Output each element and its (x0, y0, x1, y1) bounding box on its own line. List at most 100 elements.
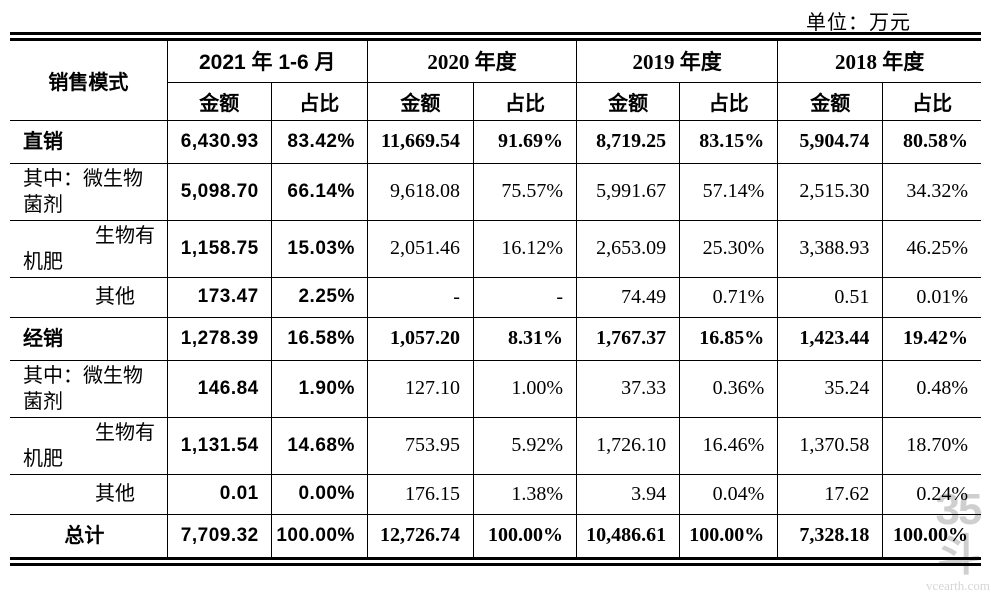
amount-cell: 0.51 (777, 276, 884, 318)
share-cell: 0.24% (882, 473, 981, 515)
share-cell: 46.25% (882, 219, 981, 278)
table-row-bio-organic-fertilizer: 生物有机肥 1,131.54 14.68% 753.95 5.92% 1,726… (10, 416, 981, 475)
amount-cell: 6,430.93 (166, 119, 272, 164)
sales-mode-table: 销售模式 2021 年 1-6 月 2020 年度 2019 年度 2018 年… (10, 32, 981, 566)
amount-cell: 2,653.09 (576, 219, 681, 278)
amount-cell: 1,726.10 (576, 416, 681, 475)
amount-cell: 11,669.54 (366, 119, 474, 164)
share-cell: 91.69% (472, 119, 578, 164)
amount-cell: 3,388.93 (777, 219, 884, 278)
amount-cell: 35.24 (777, 359, 884, 418)
share-cell: 100.00% (472, 513, 578, 557)
share-cell: 16.12% (472, 219, 578, 278)
amount-cell: - (366, 276, 474, 318)
table-row-direct-sales: 直销 6,430.93 83.42% 11,669.54 91.69% 8,71… (10, 119, 981, 164)
column-group-2021: 2021 年 1-6 月 (166, 41, 368, 83)
share-cell: 100.00% (270, 513, 368, 557)
table-header-row-years: 销售模式 2021 年 1-6 月 2020 年度 2019 年度 2018 年… (10, 41, 981, 121)
amount-cell: 173.47 (166, 276, 272, 318)
amount-cell: 1,767.37 (576, 316, 681, 361)
share-cell: 100.00% (882, 513, 981, 557)
share-cell: 18.70% (882, 416, 981, 475)
table-row-microbial-agent: 其中：微生物菌剂 5,098.70 66.14% 9,618.08 75.57%… (10, 162, 981, 221)
share-cell: 83.42% (270, 119, 368, 164)
amount-cell: 1,370.58 (777, 416, 884, 475)
amount-cell: 37.33 (576, 359, 681, 418)
table-row-other: 其他 0.01 0.00% 176.15 1.38% 3.94 0.04% 17… (10, 473, 981, 515)
amount-cell: 127.10 (366, 359, 474, 418)
amount-cell: 753.95 (366, 416, 474, 475)
amount-cell: 176.15 (366, 473, 474, 515)
table-row-total: 总计 7,709.32 100.00% 12,726.74 100.00% 10… (10, 513, 981, 557)
share-cell: 14.68% (270, 416, 368, 475)
amount-cell: 17.62 (777, 473, 884, 515)
share-cell: 0.48% (882, 359, 981, 418)
share-cell: 1.38% (472, 473, 578, 515)
share-cell: 57.14% (679, 162, 779, 221)
share-cell: 75.57% (472, 162, 578, 221)
row-label: 生物有机肥 (10, 416, 168, 475)
share-cell: - (472, 276, 578, 318)
share-cell: 16.58% (270, 316, 368, 361)
share-cell: 0.01% (882, 276, 981, 318)
amount-cell: 5,904.74 (777, 119, 884, 164)
amount-cell: 2,515.30 (777, 162, 884, 221)
share-cell: 19.42% (882, 316, 981, 361)
amount-cell: 10,486.61 (576, 513, 681, 557)
amount-cell: 1,423.44 (777, 316, 884, 361)
amount-cell: 7,709.32 (166, 513, 272, 557)
amount-header: 金额 (167, 81, 272, 121)
amount-cell: 1,057.20 (366, 316, 474, 361)
row-label: 其他 (10, 473, 168, 515)
row-label: 其他 (10, 276, 168, 318)
row-label: 其中：微生物菌剂 (10, 162, 168, 221)
column-group-2018: 2018 年度 (777, 41, 981, 83)
row-label: 直销 (10, 119, 168, 164)
amount-cell: 2,051.46 (366, 219, 474, 278)
share-cell: 5.92% (472, 416, 578, 475)
share-cell: 34.32% (882, 162, 981, 221)
amount-header: 金额 (777, 81, 884, 121)
row-label: 经销 (10, 316, 168, 361)
table-header-row-measures: 金额 占比 金额 占比 金额 占比 金额 占比 (10, 81, 981, 121)
share-cell: 1.90% (270, 359, 368, 418)
share-header: 占比 (472, 81, 578, 121)
share-cell: 15.03% (270, 219, 368, 278)
table-row-other: 其他 173.47 2.25% - - 74.49 0.71% 0.51 0.0… (10, 276, 981, 318)
column-group-2020: 2020 年度 (366, 41, 578, 83)
amount-cell: 9,618.08 (366, 162, 474, 221)
amount-cell: 7,328.18 (777, 513, 884, 557)
amount-cell: 74.49 (576, 276, 681, 318)
amount-cell: 1,158.75 (166, 219, 272, 278)
table-row-microbial-agent: 其中：微生物菌剂 146.84 1.90% 127.10 1.00% 37.33… (10, 359, 981, 418)
table-row-distribution: 经销 1,278.39 16.58% 1,057.20 8.31% 1,767.… (10, 316, 981, 361)
amount-cell: 12,726.74 (366, 513, 474, 557)
column-group-2019: 2019 年度 (576, 41, 779, 83)
unit-label: 单位：万元 (806, 12, 911, 34)
share-cell: 2.25% (270, 276, 368, 318)
amount-cell: 1,278.39 (166, 316, 272, 361)
table-row-bio-organic-fertilizer: 生物有机肥 1,158.75 15.03% 2,051.46 16.12% 2,… (10, 219, 981, 278)
amount-cell: 5,098.70 (166, 162, 272, 221)
share-cell: 8.31% (472, 316, 578, 361)
share-cell: 0.00% (270, 473, 368, 515)
share-cell: 16.46% (679, 416, 779, 475)
watermark-domain: vcearth.com (926, 578, 990, 593)
share-cell: 16.85% (679, 316, 779, 361)
share-cell: 25.30% (679, 219, 779, 278)
share-cell: 0.71% (679, 276, 779, 318)
share-cell: 100.00% (679, 513, 779, 557)
amount-cell: 5,991.67 (576, 162, 681, 221)
share-header: 占比 (270, 81, 368, 121)
amount-cell: 8,719.25 (576, 119, 681, 164)
amount-cell: 1,131.54 (166, 416, 272, 475)
share-cell: 66.14% (270, 162, 368, 221)
share-header: 占比 (882, 81, 981, 121)
amount-header: 金额 (366, 81, 474, 121)
share-cell: 83.15% (679, 119, 779, 164)
amount-cell: 3.94 (576, 473, 681, 515)
share-cell: 1.00% (472, 359, 578, 418)
amount-cell: 146.84 (166, 359, 272, 418)
row-header-cell: 销售模式 (10, 41, 168, 121)
amount-cell: 0.01 (166, 473, 272, 515)
